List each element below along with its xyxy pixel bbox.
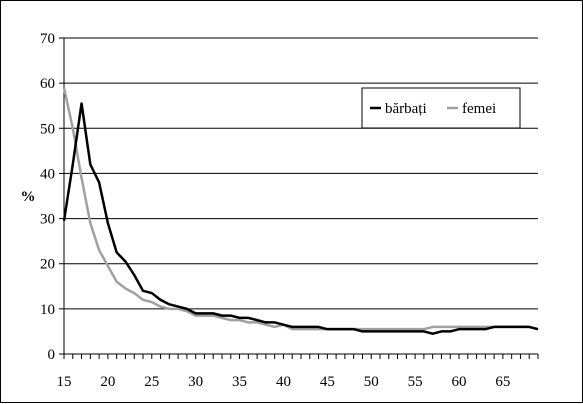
y-tick-labels: 0 10 20 30 40 50 60 70 [40,31,55,363]
x-tick-labels: 15 20 25 30 35 40 45 50 55 60 65 [57,374,511,390]
legend: bărbați femei [361,87,521,129]
x-tick-label: 35 [232,374,247,390]
y-tick-label: 70 [40,31,55,47]
legend-box [361,87,521,129]
y-tick-label: 30 [40,212,55,228]
y-tick-label: 10 [40,302,55,318]
x-tick-label: 45 [320,374,335,390]
y-axis-label: % [21,189,36,205]
grid-lines [64,37,538,310]
x-tick-label: 30 [188,374,203,390]
series-line-femei [62,87,539,331]
y-tick-label: 0 [48,347,56,363]
x-tick-label: 20 [100,374,115,390]
x-tick-label: 25 [144,374,159,390]
x-tick-label: 15 [57,374,72,390]
y-tick-label: 60 [40,76,55,92]
x-tick-label: 50 [364,374,379,390]
y-tick-label: 20 [40,257,55,273]
y-tick-label: 50 [40,121,55,137]
x-tick-label: 60 [452,374,467,390]
x-tick-label: 55 [408,374,423,390]
x-tick-label: 40 [276,374,291,390]
legend-label: bărbați [385,101,427,117]
series-line-barbati [62,102,539,335]
y-tick-label: 40 [40,166,55,182]
series-lines [62,87,539,335]
x-tick-label: 65 [495,374,510,390]
axes [59,37,539,359]
legend-label: femei [462,101,496,117]
